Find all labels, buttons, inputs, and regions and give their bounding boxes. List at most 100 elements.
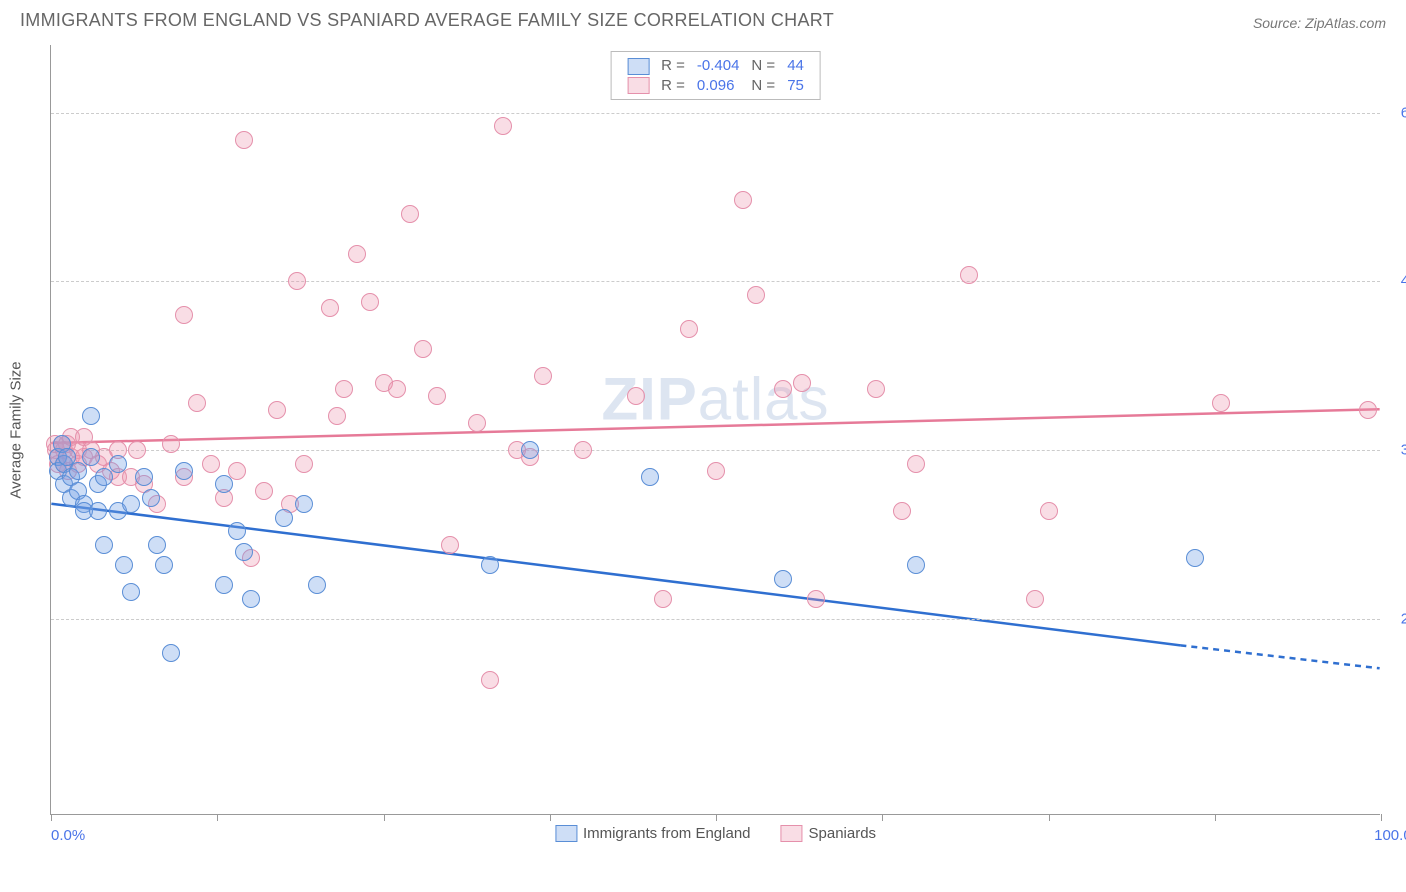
scatter-point-spaniards [441, 536, 459, 554]
scatter-point-spaniards [774, 380, 792, 398]
legend-N-label: N = [745, 76, 781, 96]
chart-title: IMMIGRANTS FROM ENGLAND VS SPANIARD AVER… [20, 10, 834, 31]
gridline [51, 113, 1380, 114]
scatter-point-spaniards [534, 367, 552, 385]
x-tick [51, 814, 52, 821]
scatter-point-spaniards [268, 401, 286, 419]
legend-R-label: R = [655, 76, 691, 96]
scatter-point-spaniards [707, 462, 725, 480]
legend-label-england: Immigrants from England [583, 825, 751, 842]
scatter-point-england [308, 576, 326, 594]
scatter-point-england [115, 556, 133, 574]
scatter-point-spaniards [335, 380, 353, 398]
scatter-point-england [215, 475, 233, 493]
scatter-point-spaniards [128, 441, 146, 459]
scatter-point-spaniards [288, 272, 306, 290]
scatter-point-spaniards [907, 455, 925, 473]
scatter-point-spaniards [747, 286, 765, 304]
scatter-point-spaniards [574, 441, 592, 459]
legend-stats-table: R = -0.404 N = 44 R = 0.096 N = 75 [621, 56, 810, 95]
scatter-point-spaniards [328, 407, 346, 425]
scatter-point-spaniards [680, 320, 698, 338]
legend-item-spaniards: Spaniards [781, 825, 877, 842]
scatter-point-england [89, 502, 107, 520]
scatter-point-england [122, 495, 140, 513]
scatter-point-spaniards [255, 482, 273, 500]
scatter-point-spaniards [401, 205, 419, 223]
legend-N-england: 44 [781, 56, 810, 76]
scatter-point-spaniards [162, 435, 180, 453]
scatter-point-england [95, 468, 113, 486]
watermark-rest: atlas [698, 365, 830, 432]
scatter-point-england [235, 543, 253, 561]
legend-label-spaniards: Spaniards [809, 825, 877, 842]
scatter-point-spaniards [414, 340, 432, 358]
scatter-point-england [481, 556, 499, 574]
legend-item-england: Immigrants from England [555, 825, 751, 842]
chart-source: Source: ZipAtlas.com [1253, 15, 1386, 31]
x-axis-label-min: 0.0% [51, 827, 85, 844]
scatter-point-spaniards [428, 387, 446, 405]
scatter-point-spaniards [654, 590, 672, 608]
x-tick [1215, 814, 1216, 821]
x-tick [716, 814, 717, 821]
trendlines-layer [51, 45, 1380, 814]
scatter-point-england [275, 509, 293, 527]
scatter-point-spaniards [295, 455, 313, 473]
watermark-bold: ZIP [601, 365, 697, 432]
scatter-point-spaniards [807, 590, 825, 608]
scatter-point-england [148, 536, 166, 554]
x-tick [882, 814, 883, 821]
y-tick-label: 3.50 [1385, 442, 1406, 459]
scatter-point-england [109, 455, 127, 473]
scatter-point-spaniards [734, 191, 752, 209]
scatter-point-spaniards [388, 380, 406, 398]
trendline [51, 504, 1180, 646]
scatter-point-england [162, 644, 180, 662]
scatter-point-spaniards [228, 462, 246, 480]
scatter-point-spaniards [867, 380, 885, 398]
scatter-point-england [774, 570, 792, 588]
trendline [1180, 645, 1379, 668]
scatter-point-england [175, 462, 193, 480]
scatter-point-england [69, 462, 87, 480]
scatter-point-england [95, 536, 113, 554]
scatter-point-england [135, 468, 153, 486]
legend-series: Immigrants from England Spaniards [555, 825, 876, 842]
scatter-point-spaniards [361, 293, 379, 311]
scatter-point-england [82, 407, 100, 425]
trendline [51, 409, 1379, 443]
legend-R-label: R = [655, 56, 691, 76]
chart-header: IMMIGRANTS FROM ENGLAND VS SPANIARD AVER… [0, 0, 1406, 35]
source-prefix: Source: [1253, 15, 1305, 31]
y-axis-title: Average Family Size [8, 361, 25, 498]
legend-R-england: -0.404 [691, 56, 746, 76]
scatter-point-spaniards [627, 387, 645, 405]
legend-row-spaniards: R = 0.096 N = 75 [621, 76, 810, 96]
y-tick-label: 2.25 [1385, 611, 1406, 628]
scatter-point-england [242, 590, 260, 608]
scatter-point-england [142, 489, 160, 507]
scatter-point-spaniards [960, 266, 978, 284]
x-tick [550, 814, 551, 821]
y-tick-label: 6.00 [1385, 104, 1406, 121]
scatter-point-england [1186, 549, 1204, 567]
legend-N-label: N = [745, 56, 781, 76]
scatter-point-england [155, 556, 173, 574]
scatter-point-spaniards [1212, 394, 1230, 412]
legend-swatch-spaniards [781, 825, 803, 842]
x-tick [384, 814, 385, 821]
source-name: ZipAtlas.com [1305, 15, 1386, 31]
scatter-point-england [122, 583, 140, 601]
scatter-point-spaniards [1040, 502, 1058, 520]
gridline [51, 450, 1380, 451]
scatter-point-spaniards [348, 245, 366, 263]
scatter-point-spaniards [188, 394, 206, 412]
scatter-point-england [215, 576, 233, 594]
scatter-point-england [521, 441, 539, 459]
x-tick [1381, 814, 1382, 821]
legend-stats: R = -0.404 N = 44 R = 0.096 N = 75 [610, 51, 821, 100]
scatter-point-england [641, 468, 659, 486]
scatter-point-spaniards [481, 671, 499, 689]
legend-row-england: R = -0.404 N = 44 [621, 56, 810, 76]
